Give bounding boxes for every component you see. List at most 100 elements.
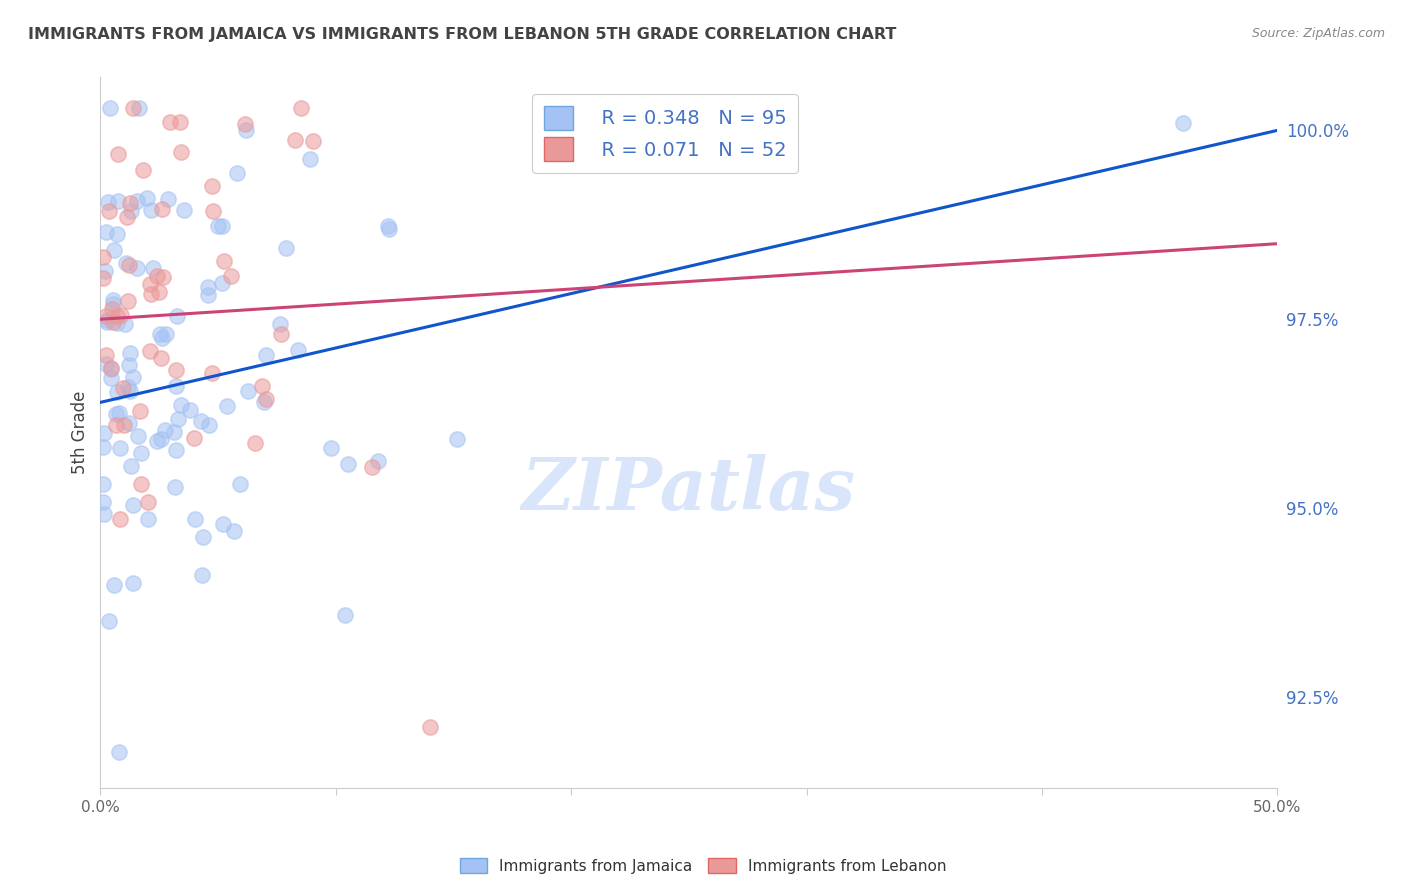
Point [253,395,276,409]
Point [108,512,131,526]
Point [252,379,274,393]
Point [184,512,207,526]
Point [211,219,233,233]
Point [217,399,239,413]
Point [378,221,401,235]
Point [97,194,120,209]
Point [149,432,172,446]
Point [150,351,173,366]
Point [446,432,468,446]
Point [139,203,162,218]
Point [132,163,155,178]
Point [360,460,382,475]
Point [159,115,181,129]
Point [274,241,297,255]
Point [121,370,143,384]
Point [155,326,177,341]
Point [139,343,162,358]
Point [165,443,187,458]
Point [117,294,139,309]
Point [100,361,122,376]
Point [149,327,172,342]
Text: ZIPatlas: ZIPatlas [522,454,856,524]
Point [136,512,159,526]
Point [96,315,118,329]
Point [127,429,149,443]
Point [193,530,215,544]
Point [173,203,195,218]
Point [284,133,307,147]
Point [236,384,259,398]
Point [1173,116,1195,130]
Point [118,196,141,211]
Point [190,414,212,428]
Point [94,264,117,278]
Point [118,417,141,431]
Point [96,313,118,327]
Y-axis label: 5th Grade: 5th Grade [72,391,89,475]
Point [107,147,129,161]
Point [198,417,221,432]
Point [122,576,145,591]
Point [197,288,219,302]
Point [100,361,122,376]
Point [191,568,214,582]
Point [131,477,153,491]
Point [98,203,121,218]
Point [128,101,150,115]
Point [105,227,128,241]
Point [108,442,131,456]
Point [228,477,250,491]
Point [118,358,141,372]
Point [107,194,129,209]
Point [165,480,187,494]
Point [287,343,309,357]
Point [290,101,312,115]
Point [91,271,114,285]
Point [269,317,291,331]
Point [212,253,235,268]
Point [150,202,173,216]
Point [165,379,187,393]
Point [183,431,205,445]
Point [125,260,148,275]
Point [91,250,114,264]
Point [122,101,145,115]
Point [299,153,322,167]
Point [335,607,357,622]
Point [120,458,142,473]
Point [152,269,174,284]
Point [321,442,343,456]
Point [129,404,152,418]
Point [148,285,170,299]
Point [105,418,128,433]
Point [105,310,128,324]
Point [94,309,117,323]
Point [112,417,135,432]
Point [105,316,128,330]
Point [118,259,141,273]
Point [139,277,162,291]
Point [93,426,115,441]
Point [235,123,257,137]
Point [117,210,139,224]
Point [245,436,267,450]
Point [145,268,167,283]
Point [107,745,129,759]
Point [120,204,142,219]
Point [139,287,162,301]
Point [145,434,167,448]
Point [233,117,256,131]
Point [254,348,277,362]
Point [221,269,243,284]
Point [170,398,193,412]
Point [91,440,114,454]
Point [100,371,122,385]
Point [100,101,122,115]
Point [101,296,124,310]
Point [212,516,235,531]
Point [129,446,152,460]
Point [136,191,159,205]
Point [91,494,114,508]
Point [179,403,201,417]
